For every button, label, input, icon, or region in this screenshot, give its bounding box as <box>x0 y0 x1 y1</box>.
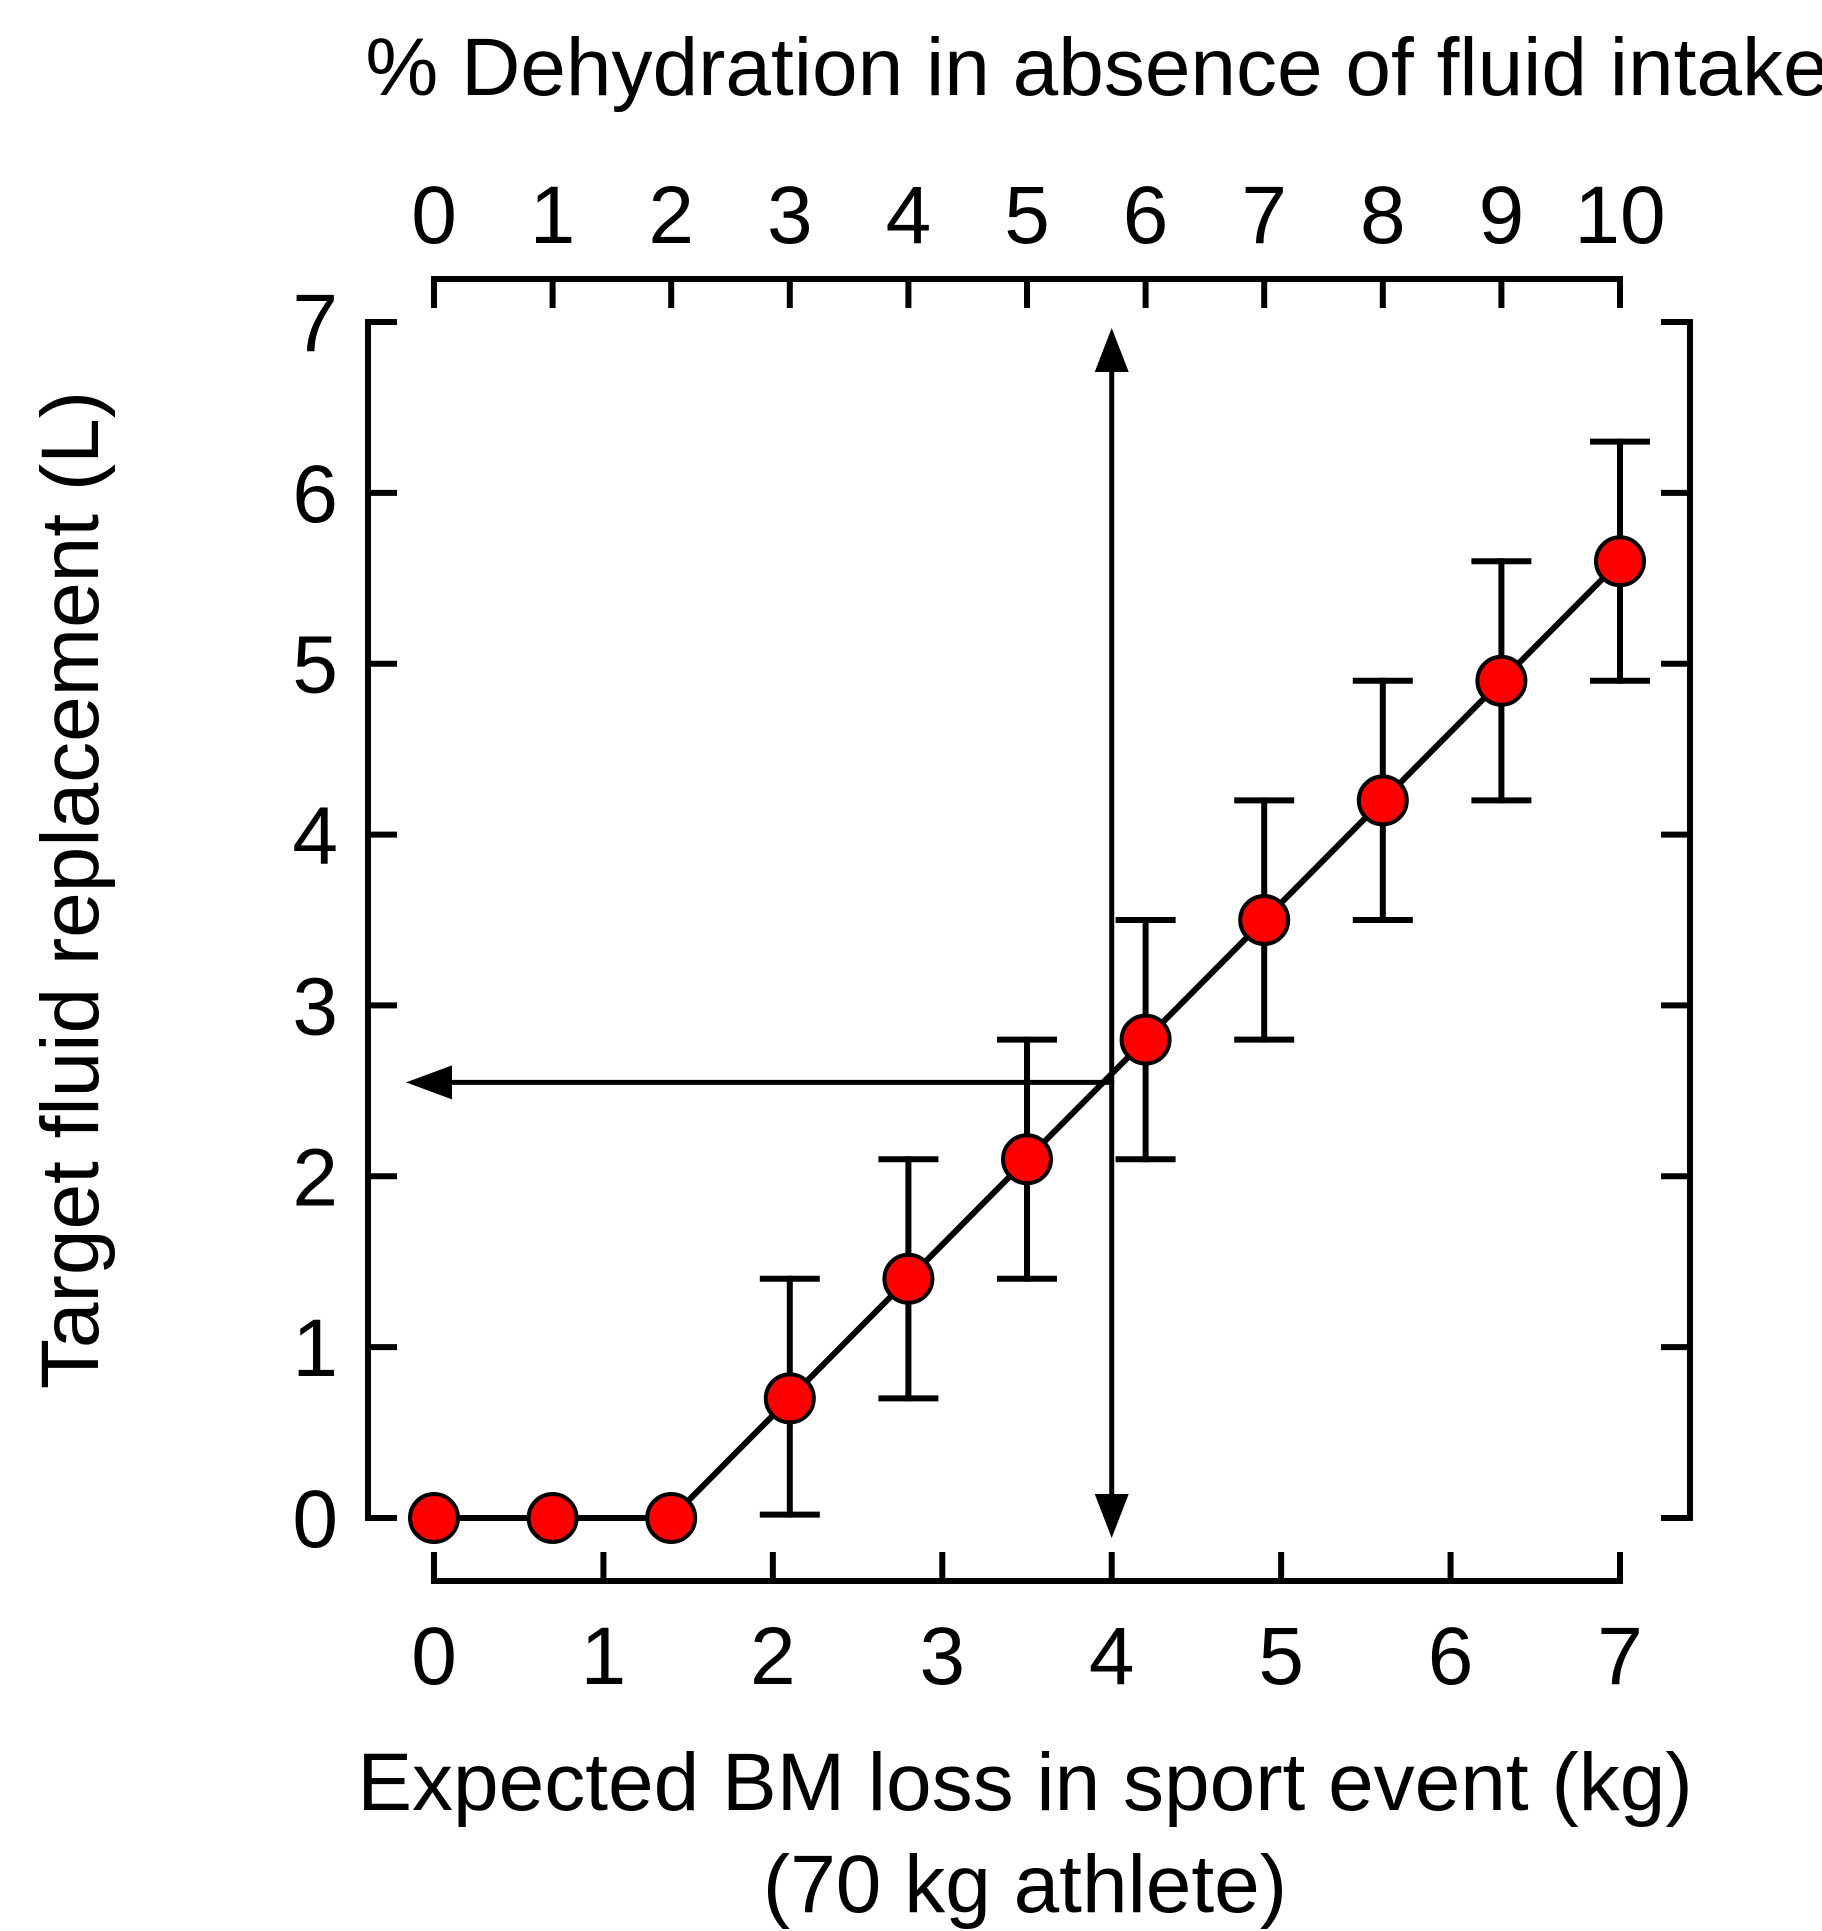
data-point <box>763 1372 816 1425</box>
top-tick-label: 2 <box>648 170 694 261</box>
plot-frame <box>365 276 1693 1584</box>
horizontal-arrow-head-left <box>406 1065 452 1100</box>
top-tick-label: 3 <box>767 170 813 261</box>
data-point <box>645 1492 698 1544</box>
top-axis-title: % Dehydration in absence of fluid intake <box>365 22 1822 113</box>
y-tick-label: 2 <box>292 1132 338 1223</box>
top-tick-label: 5 <box>1004 170 1050 261</box>
top-tick-label: 1 <box>530 170 576 261</box>
x-tick-label: 1 <box>581 1611 627 1702</box>
data-point <box>882 1252 935 1305</box>
data-point <box>1001 1133 1053 1186</box>
data-point <box>1119 1013 1172 1066</box>
top-tick-label: 4 <box>886 170 932 261</box>
x-tick-label: 6 <box>1428 1611 1474 1702</box>
y-tick-label: 5 <box>292 620 338 711</box>
data-markers <box>408 535 1646 1544</box>
y-tick-label: 4 <box>292 791 338 882</box>
annotations <box>406 328 1129 1538</box>
y-axis-title: Target fluid replacement (L) <box>25 391 116 1389</box>
y-tick-label: 3 <box>292 961 338 1052</box>
data-point <box>1356 774 1409 827</box>
x-axis-title: Expected BM loss in sport event (kg) <box>357 1737 1692 1828</box>
vertical-arrow-head-down <box>1094 1494 1129 1538</box>
top-tick-label: 0 <box>411 170 457 261</box>
data-point <box>1475 654 1528 707</box>
y-tick-label: 7 <box>292 278 338 369</box>
vertical-arrow-head-up <box>1094 328 1129 372</box>
x-axis-subtitle: (70 kg athlete) <box>763 1839 1287 1930</box>
x-tick-label: 5 <box>1258 1611 1304 1702</box>
x-tick-label: 2 <box>750 1611 796 1702</box>
data-point <box>526 1492 579 1544</box>
x-tick-label: 7 <box>1597 1611 1643 1702</box>
axis-ticks <box>365 276 1693 1584</box>
top-tick-label: 8 <box>1360 170 1406 261</box>
x-tick-label: 3 <box>919 1611 965 1702</box>
data-point <box>1594 535 1646 588</box>
top-tick-label: 6 <box>1123 170 1169 261</box>
top-tick-label: 7 <box>1241 170 1287 261</box>
y-tick-label: 1 <box>292 1303 338 1394</box>
x-tick-label: 4 <box>1089 1611 1135 1702</box>
x-tick-label: 0 <box>411 1611 457 1702</box>
data-point <box>408 1492 460 1544</box>
y-tick-label: 6 <box>292 449 338 540</box>
top-tick-label: 9 <box>1479 170 1525 261</box>
data-point <box>1238 894 1291 946</box>
y-tick-label: 0 <box>292 1474 338 1565</box>
top-tick-label: 10 <box>1574 170 1665 261</box>
